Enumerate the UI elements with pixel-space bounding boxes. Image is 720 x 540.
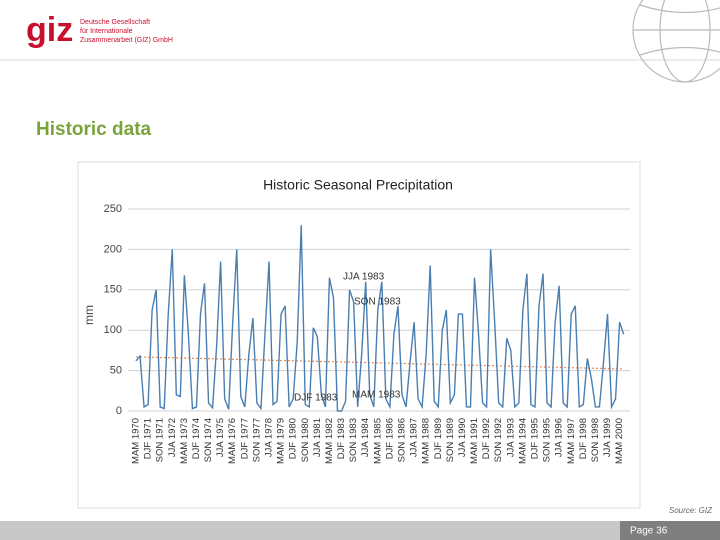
y-tick-label: 50 [110, 365, 122, 377]
x-tick-label: SON 1992 [493, 418, 504, 462]
y-tick-label: 100 [104, 324, 122, 336]
x-tick-label: DJF 1998 [578, 418, 589, 459]
x-tick-label: JJA 1990 [457, 418, 468, 457]
series-line [135, 225, 625, 412]
x-tick-label: MAM 1970 [131, 418, 142, 464]
x-tick-label: DJF 1977 [239, 418, 250, 459]
footer-page-bg [620, 521, 720, 540]
y-tick-label: 150 [104, 284, 122, 296]
x-tick-label: DJF 1992 [481, 418, 492, 459]
logo: giz [26, 11, 73, 49]
annotation: JJA 1983 [343, 272, 385, 283]
annotation: MAM 1983 [352, 390, 401, 401]
x-tick-label: DJF 1989 [433, 418, 444, 459]
x-tick-label: SON 1980 [300, 418, 311, 462]
y-tick-label: 200 [104, 243, 122, 255]
x-tick-label: JJA 1978 [264, 418, 275, 457]
x-tick-label: DJF 1986 [384, 418, 395, 459]
x-tick-label: SON 1974 [203, 418, 214, 462]
x-tick-label: MAM 1982 [324, 418, 335, 464]
annotation: SON 1983 [354, 297, 401, 308]
slide-title: Historic data [36, 119, 152, 140]
x-tick-label: DJF 1980 [288, 418, 299, 459]
page-number: Page 36 [630, 526, 668, 537]
org-line: Zusammenarbeit (GIZ) GmbH [80, 37, 173, 44]
y-tick-label: 250 [104, 203, 122, 215]
x-tick-label: JJA 1993 [505, 418, 516, 457]
x-tick-label: MAM 1997 [566, 418, 577, 464]
footer-bar [0, 521, 720, 540]
x-tick-label: DJF 1971 [143, 418, 154, 459]
x-tick-label: SON 1989 [445, 418, 456, 462]
x-tick-label: MAM 2000 [614, 418, 625, 464]
x-tick-label: MAM 1994 [517, 418, 528, 464]
x-tick-label: SON 1977 [251, 418, 262, 462]
x-tick-label: SON 1995 [542, 418, 553, 462]
y-tick-label: 0 [116, 405, 122, 417]
trend-line [135, 356, 624, 370]
source: Source: GIZ [669, 506, 713, 515]
x-tick-label: MAM 1976 [227, 418, 238, 464]
x-tick-label: DJF 1995 [529, 418, 540, 459]
x-tick-label: JJA 1984 [360, 418, 371, 457]
chart-title: Historic Seasonal Precipitation [263, 177, 453, 193]
x-tick-label: JJA 1987 [409, 418, 420, 457]
x-tick-label: MAM 1991 [469, 418, 480, 464]
x-tick-label: MAM 1988 [421, 418, 432, 464]
x-tick-label: SON 1998 [590, 418, 601, 462]
x-tick-label: MAM 1979 [276, 418, 287, 464]
x-tick-label: JJA 1975 [215, 418, 226, 457]
header-bg [0, 0, 720, 60]
x-tick-label: MAM 1973 [179, 418, 190, 464]
x-tick-label: SON 1971 [155, 418, 166, 462]
y-axis-label: mm [82, 305, 96, 325]
x-tick-label: JJA 1996 [554, 418, 565, 457]
x-tick-label: MAM 1985 [372, 418, 383, 464]
x-tick-label: SON 1986 [396, 418, 407, 462]
x-tick-label: JJA 1972 [167, 418, 178, 457]
annotation: DJF 1983 [294, 393, 338, 404]
x-tick-label: JJA 1981 [312, 418, 323, 457]
x-tick-label: DJF 1983 [336, 418, 347, 459]
x-tick-label: SON 1983 [348, 418, 359, 462]
org-line: für Internationale [80, 28, 133, 35]
chart-frame [77, 161, 641, 509]
x-tick-label: JJA 1999 [602, 418, 613, 457]
org-line: Deutsche Gesellschaft [80, 19, 150, 26]
x-tick-label: DJF 1974 [191, 418, 202, 459]
